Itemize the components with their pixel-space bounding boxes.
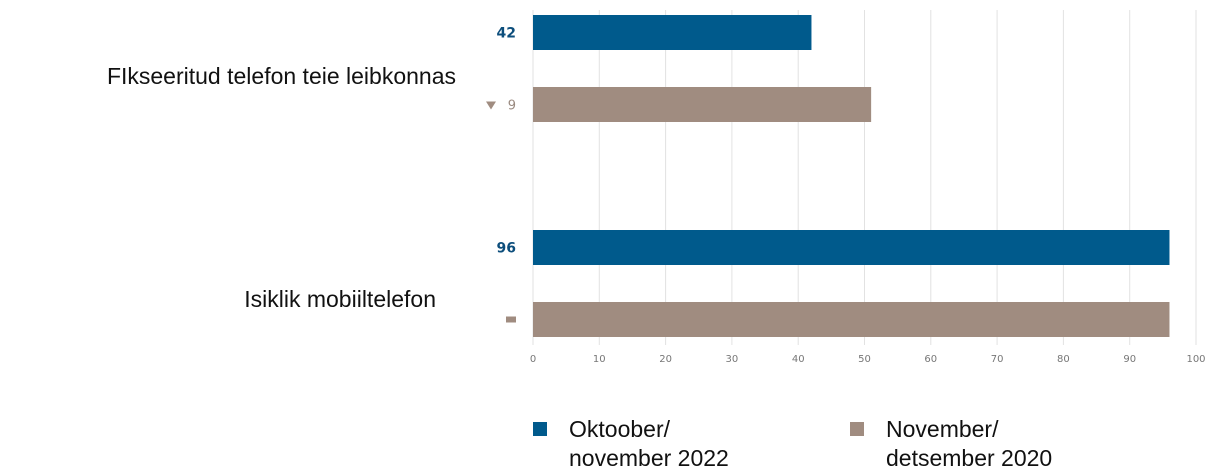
- change-marker-down-icon: [486, 101, 496, 110]
- x-tick-label-10: 10: [593, 354, 606, 365]
- value-labels: 42 96 9: [486, 26, 516, 323]
- legend-label-2020: November/ detsember 2020: [886, 415, 1052, 473]
- x-tick-label-30: 30: [726, 354, 739, 365]
- bar-2020-cat1: [533, 302, 1170, 337]
- bars: [533, 15, 1170, 337]
- x-tick-labels: 0 10 20 30 40 50 60 70 80 90 100: [530, 354, 1206, 365]
- x-tick-label-70: 70: [991, 354, 1004, 365]
- legend-swatch-2020: [850, 422, 864, 436]
- legend-label-2022-line2: november 2022: [569, 445, 729, 471]
- x-tick-label-40: 40: [792, 354, 805, 365]
- legend-label-2022: Oktoober/ november 2022: [569, 415, 729, 473]
- bar-2022-cat0: [533, 15, 812, 50]
- x-tick-label-100: 100: [1186, 354, 1205, 365]
- bar-2022-cat1: [533, 230, 1170, 265]
- grid-lines: [532, 10, 1197, 345]
- legend-label-2022-line1: Oktoober/: [569, 416, 670, 442]
- x-tick-label-0: 0: [530, 354, 536, 365]
- value-label-2022-cat1: 96: [497, 241, 516, 257]
- bar-2020-cat0: [533, 87, 872, 122]
- legend-label-2020-line1: November/: [886, 416, 999, 442]
- value-label-2020-cat0: 9: [508, 99, 516, 114]
- x-tick-label-90: 90: [1123, 354, 1136, 365]
- x-tick-label-80: 80: [1057, 354, 1070, 365]
- legend-swatch-2022: [533, 422, 547, 436]
- x-tick-label-50: 50: [858, 354, 871, 365]
- category-label-fixed-phone: FIkseeritud telefon teie leibkonnas: [106, 63, 456, 89]
- legend-label-2020-line2: detsember 2020: [886, 445, 1053, 471]
- legend-item-2022: Oktoober/ november 2022: [533, 415, 793, 475]
- legend-item-2020: November/ detsember 2020: [850, 415, 1110, 475]
- x-tick-label-60: 60: [924, 354, 937, 365]
- change-marker-dash-icon: [506, 316, 516, 323]
- category-label-mobile-phone: Isiklik mobiiltelefon: [244, 286, 436, 312]
- value-label-2022-cat0: 42: [497, 26, 516, 42]
- x-tick-label-20: 20: [659, 354, 672, 365]
